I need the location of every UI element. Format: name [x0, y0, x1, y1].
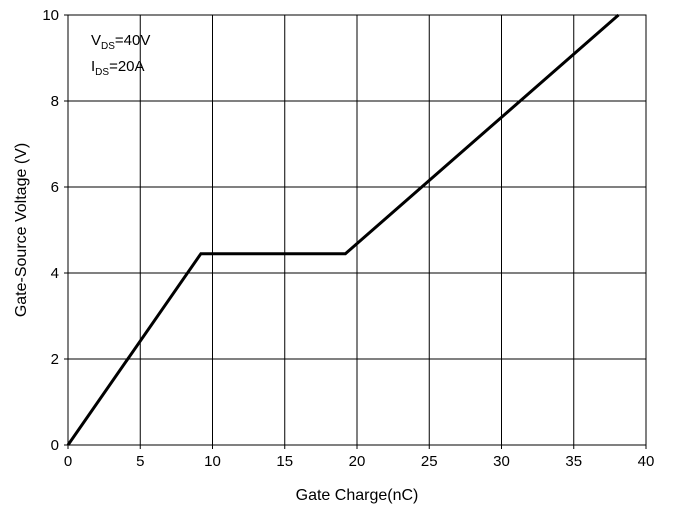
y-axis-ticks: 0 2 4 6 8 10: [42, 7, 68, 454]
x-tick-label: 20: [349, 453, 366, 470]
x-tick-label: 0: [64, 453, 72, 470]
grid: [68, 15, 646, 445]
x-axis-label: Gate Charge(nC): [296, 487, 419, 504]
y-axis-label: Gate-Source Voltage (V): [13, 143, 30, 317]
y-tick-label: 6: [51, 179, 59, 196]
x-tick-label: 15: [276, 453, 293, 470]
y-tick-label: 2: [51, 351, 59, 368]
annotation-ids-sub: DS: [95, 67, 109, 78]
x-tick-label: 25: [421, 453, 438, 470]
annotation-vds-sub: DS: [101, 41, 115, 52]
x-tick-label: 30: [493, 453, 510, 470]
y-tick-label: 8: [51, 93, 59, 110]
annotation-ids-value: =20A: [109, 58, 144, 75]
x-tick-label: 40: [638, 453, 655, 470]
x-tick-label: 35: [565, 453, 582, 470]
annotation-vds-main: V: [91, 32, 101, 49]
x-axis-ticks: 0 5 10 15 20 25 30 35 40: [64, 445, 655, 470]
series-layer: [66, 13, 620, 446]
annotation-vds: VDS=40V: [91, 32, 150, 52]
x-tick-label: 5: [136, 453, 144, 470]
series-line: [66, 13, 620, 446]
y-tick-label: 0: [51, 437, 59, 454]
annotation-ids: IDS=20A: [91, 58, 145, 78]
annotation-ids-main: I: [91, 58, 95, 75]
y-tick-label: 4: [51, 265, 59, 282]
y-tick-label: 10: [42, 7, 59, 24]
x-tick-label: 10: [204, 453, 221, 470]
annotation-vds-value: =40V: [115, 32, 150, 49]
